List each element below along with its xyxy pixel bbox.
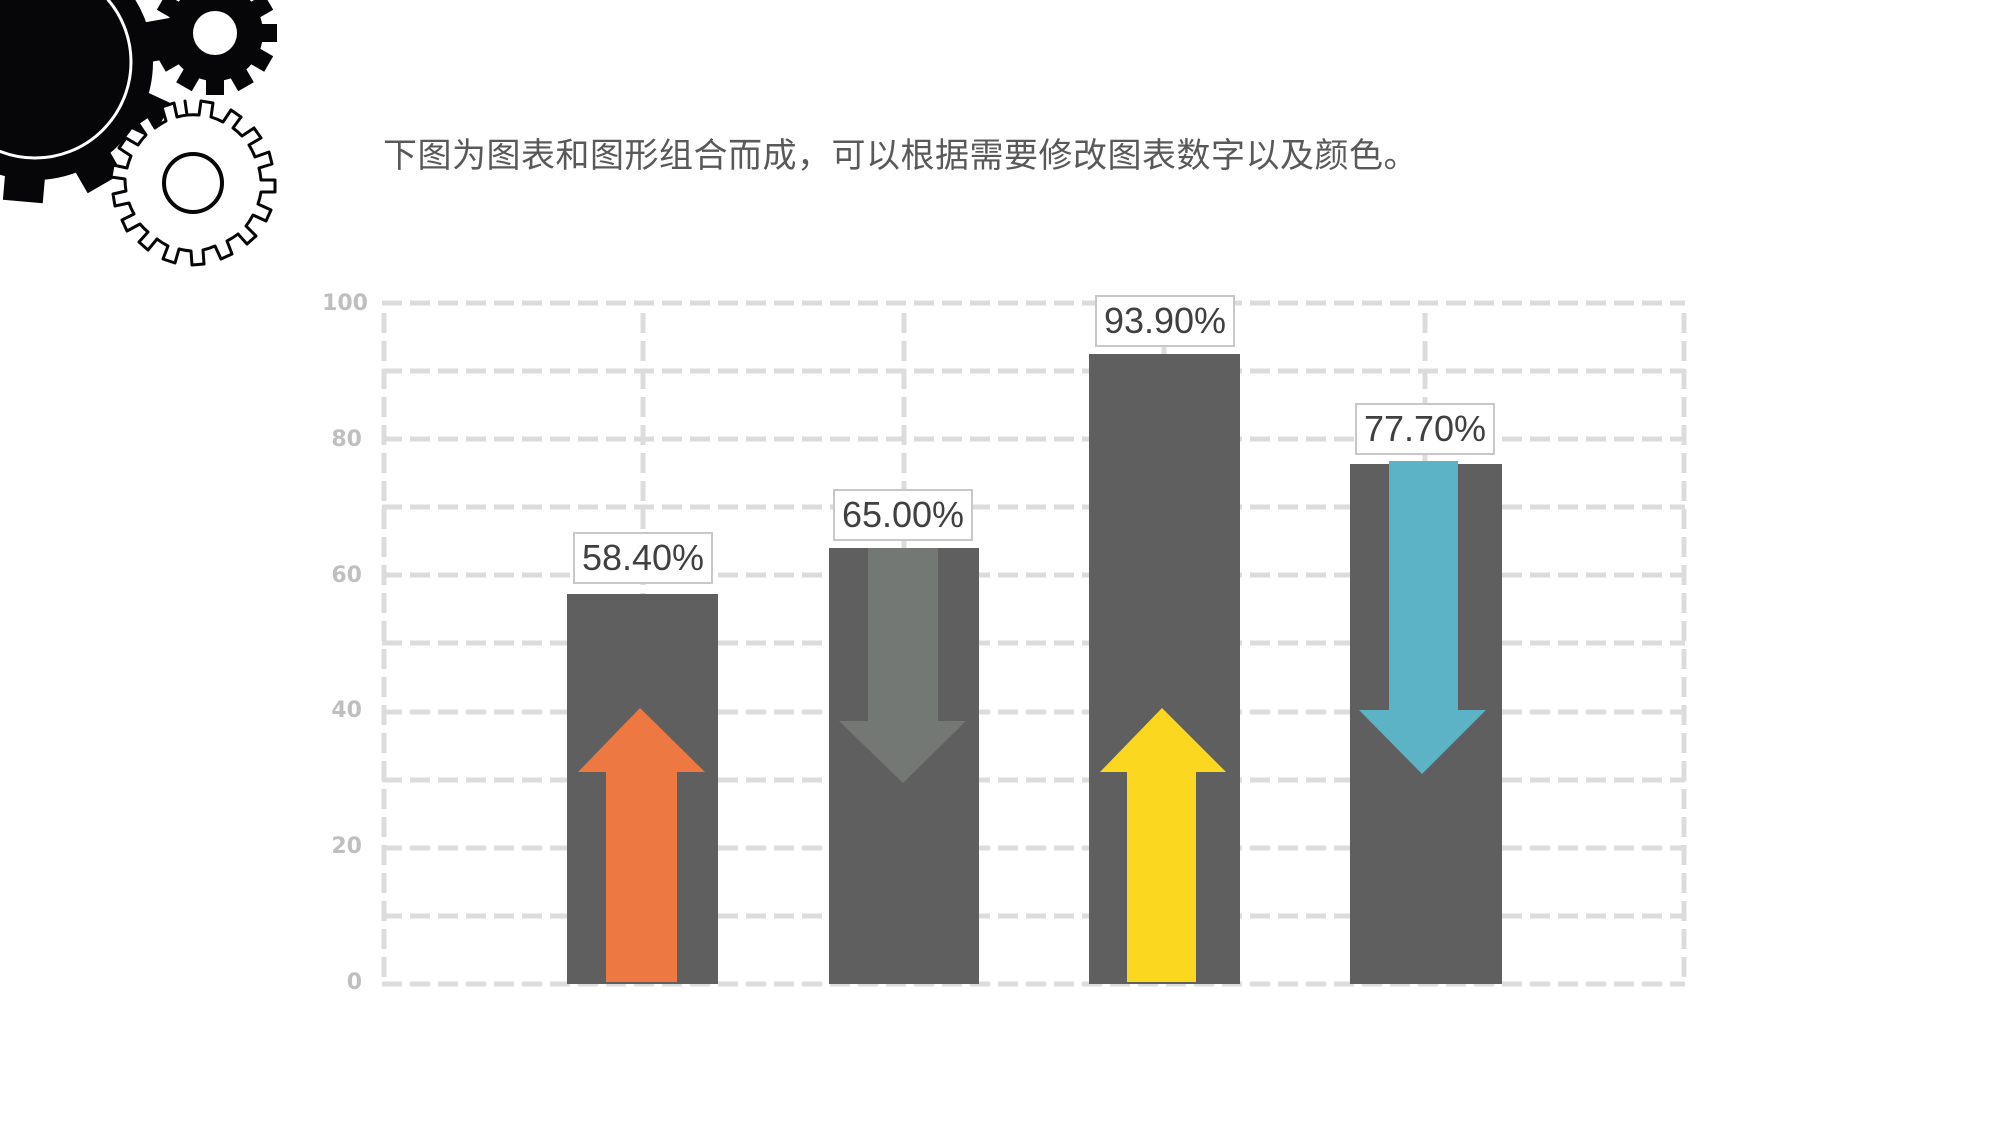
up-arrow-orange-icon [578,708,705,982]
data-label-3: 93.90% [1095,295,1235,347]
page-title: 下图为图表和图形组合而成，可以根据需要修改图表数字以及颜色。 [383,136,1418,176]
y-tick-label: 100 [322,291,368,316]
data-label-1: 58.40% [573,532,713,584]
large-black-gear-icon [0,0,177,204]
data-label-4: 77.70% [1355,403,1495,455]
data-label-2: 65.00% [833,489,973,541]
y-tick-label: 40 [331,698,362,723]
outline-gear-icon [109,99,277,267]
small-black-gear-icon [153,0,277,95]
y-tick-label: 20 [331,834,362,859]
chart-grid [381,300,1687,987]
gears-decoration [0,0,277,267]
down-arrow-blue-icon [1359,461,1486,774]
down-arrow-gray-icon [839,548,966,783]
y-tick-label: 60 [331,563,362,588]
y-tick-label: 80 [331,427,362,452]
y-tick-label: 0 [346,970,362,995]
up-arrow-yellow-icon [1100,708,1226,982]
